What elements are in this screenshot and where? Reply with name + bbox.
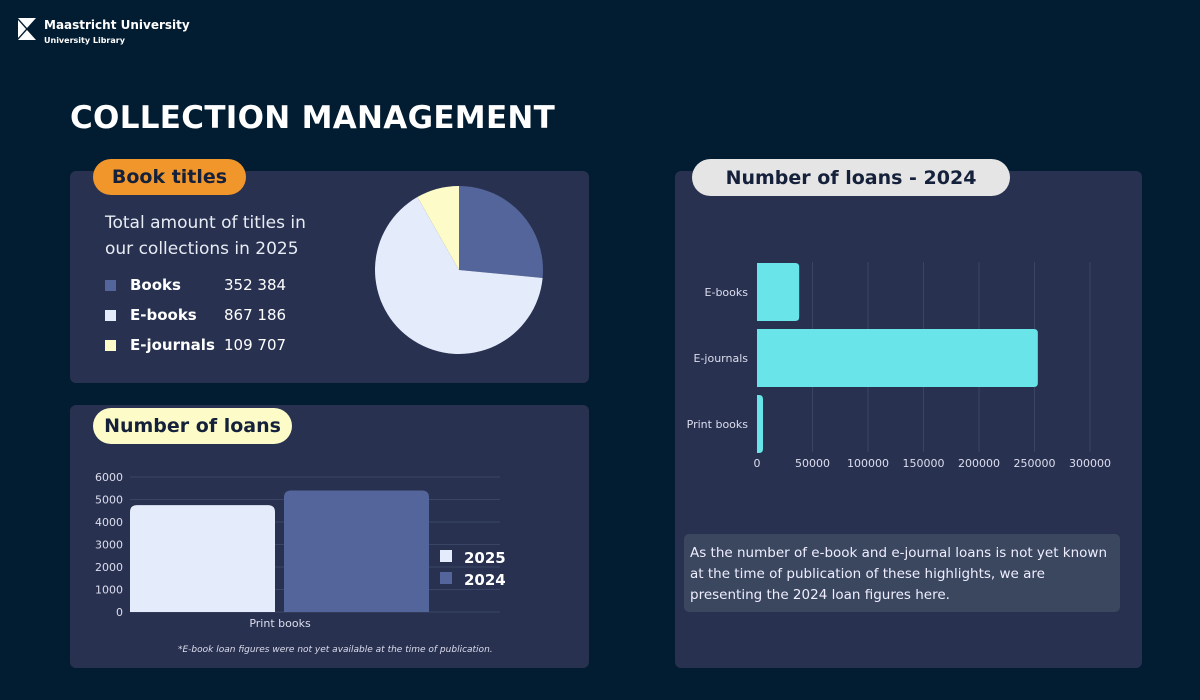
legend-item-e-journals: E-journals 109 707	[105, 336, 286, 354]
y-tick-label: E-journals	[693, 352, 748, 365]
legend-label-2025: 2025	[464, 549, 506, 567]
university-name: Maastricht University	[44, 18, 190, 32]
loans-label: Number of loans	[93, 408, 292, 444]
loans-2024-label: Number of loans - 2024	[692, 159, 1010, 196]
x-tick-label: 0	[754, 457, 761, 470]
loans-bar-chart: 0 1000 2000 3000 4000 5000 6000 2025 2024 Print b…	[95, 471, 506, 630]
legend-label: Books	[130, 276, 181, 294]
y-tick-label: 4000	[95, 516, 123, 529]
legend-label: E-books	[130, 306, 197, 324]
legend-swatch	[105, 309, 116, 321]
x-tick-label: 100000	[847, 457, 889, 470]
y-tick-label: 1000	[95, 584, 123, 597]
y-tick-label: E-books	[705, 286, 749, 299]
pie-slice-e-books	[375, 197, 543, 354]
legend-value: 352 384	[224, 276, 287, 294]
legend-item-e-books: E-books 867 186	[105, 306, 286, 324]
loans-2024-note: As the number of e-book and e-journal lo…	[684, 534, 1120, 612]
legend-value: 109 707	[224, 336, 287, 354]
page-title: COLLECTION MANAGEMENT	[70, 100, 556, 136]
legend-swatch-2025	[440, 550, 452, 562]
y-tick-label: 2000	[95, 561, 123, 574]
legend-label: E-journals	[130, 336, 215, 354]
legend-swatch-2024	[440, 572, 452, 584]
y-tick-label: 5000	[95, 494, 123, 507]
y-tick-label: Print books	[687, 418, 749, 431]
bar-e-journals	[757, 329, 1038, 387]
x-tick-label: 200000	[958, 457, 1000, 470]
bar-print-books	[757, 395, 763, 453]
loans-footnote: *E-book loan figures were not yet availa…	[178, 645, 493, 655]
titles-pie-chart	[375, 186, 543, 354]
x-tick-label: 300000	[1069, 457, 1111, 470]
legend-value: 867 186	[224, 306, 287, 324]
y-tick-label: 0	[116, 606, 123, 619]
x-tick-label: 150000	[903, 457, 945, 470]
bar-2024	[284, 490, 429, 612]
legend-swatch	[105, 279, 116, 291]
y-tick-label: 6000	[95, 471, 123, 484]
logo: Maastricht University University Library	[18, 18, 190, 45]
pie-slice-books	[459, 186, 543, 278]
university-logo-icon	[18, 18, 36, 40]
loans-2024-bar-chart: 0 50000 100000 150000 200000 250000 300000 E-bo…	[687, 262, 1111, 470]
legend-item-books: Books 352 384	[105, 276, 286, 294]
legend-label-2024: 2024	[464, 571, 506, 589]
pie-slice-e-journals	[417, 186, 459, 270]
y-tick-label: 3000	[95, 539, 123, 552]
x-tick-label: 250000	[1014, 457, 1056, 470]
legend-swatch	[105, 339, 116, 351]
library-name: University Library	[44, 36, 125, 45]
bar-2025	[130, 505, 275, 612]
book-titles-label: Book titles	[93, 159, 246, 195]
bar-e-books	[757, 263, 800, 321]
x-tick-label: 50000	[795, 457, 830, 470]
book-titles-description: Total amount of titles in our collection…	[105, 213, 306, 259]
x-tick-label: Print books	[249, 617, 311, 630]
